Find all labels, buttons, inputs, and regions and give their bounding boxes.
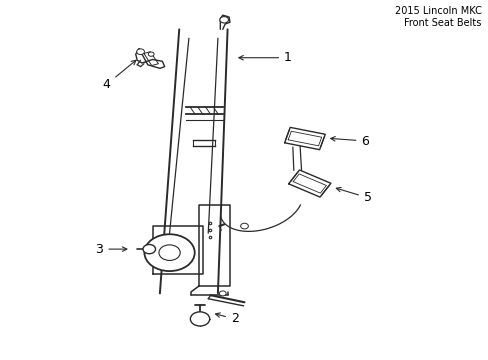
- Circle shape: [137, 49, 144, 54]
- Text: 2: 2: [215, 312, 238, 325]
- Circle shape: [190, 312, 209, 326]
- Text: 2015 Lincoln MKC
Front Seat Belts: 2015 Lincoln MKC Front Seat Belts: [394, 6, 480, 28]
- Circle shape: [220, 17, 228, 23]
- Text: 3: 3: [95, 243, 126, 256]
- Text: 4: 4: [102, 60, 136, 91]
- Circle shape: [240, 223, 248, 229]
- Circle shape: [142, 244, 155, 254]
- Text: 1: 1: [238, 51, 291, 64]
- Circle shape: [148, 52, 154, 56]
- Circle shape: [144, 234, 194, 271]
- Circle shape: [159, 245, 180, 260]
- Text: 6: 6: [330, 135, 368, 148]
- Circle shape: [219, 291, 225, 296]
- Text: 5: 5: [336, 188, 371, 204]
